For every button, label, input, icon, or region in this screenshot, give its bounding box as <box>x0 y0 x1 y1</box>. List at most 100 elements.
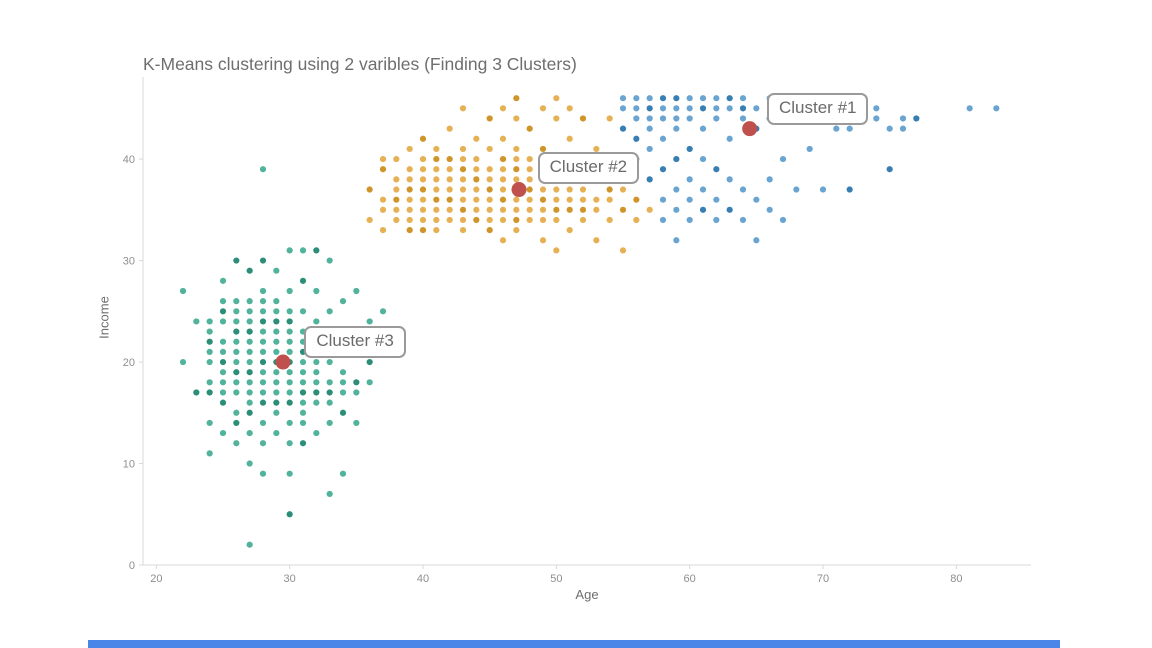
data-point <box>273 429 280 437</box>
data-point <box>486 196 493 203</box>
data-point <box>686 216 693 224</box>
data-point <box>499 216 507 224</box>
data-point <box>766 206 773 213</box>
data-point <box>299 440 307 447</box>
data-point <box>206 379 213 386</box>
data-point <box>433 145 440 153</box>
data-point <box>366 379 373 386</box>
data-point <box>219 277 227 284</box>
data-point <box>433 155 440 163</box>
data-point <box>553 186 560 193</box>
data-point <box>233 308 240 315</box>
data-point <box>486 166 493 173</box>
data-point <box>446 206 453 213</box>
data-point <box>739 186 747 193</box>
data-point <box>419 216 427 224</box>
data-point <box>379 227 387 234</box>
data-point <box>539 206 547 213</box>
data-point <box>486 186 493 193</box>
data-point <box>326 419 333 427</box>
data-point <box>339 470 347 477</box>
data-point <box>233 440 240 447</box>
data-point <box>246 541 253 548</box>
data-point <box>366 318 373 325</box>
data-point <box>593 145 600 153</box>
data-point <box>526 216 533 224</box>
data-point <box>353 419 360 427</box>
data-point <box>273 298 280 305</box>
data-point <box>326 379 333 386</box>
data-point <box>206 450 213 457</box>
data-point <box>233 328 240 335</box>
data-point <box>459 105 467 112</box>
data-point <box>259 470 267 477</box>
data-point <box>419 196 427 203</box>
data-point <box>246 399 253 406</box>
data-point <box>246 369 253 376</box>
data-point <box>393 155 400 163</box>
data-point <box>459 166 467 173</box>
data-point <box>406 206 413 213</box>
data-point <box>646 206 653 213</box>
data-point <box>646 115 653 122</box>
data-point <box>899 125 907 132</box>
data-point <box>686 115 693 122</box>
data-point <box>686 196 693 203</box>
data-point <box>273 267 280 274</box>
data-point <box>579 186 587 193</box>
data-point <box>206 348 213 355</box>
data-point <box>593 237 600 244</box>
data-point <box>833 125 840 132</box>
data-point <box>433 176 440 183</box>
data-point <box>233 338 240 345</box>
data-point <box>526 176 533 183</box>
data-point <box>233 409 240 416</box>
data-point <box>419 155 427 163</box>
data-point <box>726 105 733 112</box>
data-point <box>579 115 587 122</box>
data-point <box>246 348 253 355</box>
data-point <box>286 379 293 386</box>
data-point <box>659 166 667 173</box>
data-point <box>619 95 627 102</box>
y-tick-label: 0 <box>129 560 135 572</box>
data-point <box>566 227 573 234</box>
data-point <box>246 267 253 274</box>
data-point <box>219 379 227 386</box>
data-point <box>646 145 653 153</box>
data-point <box>473 176 480 183</box>
data-point <box>779 155 787 163</box>
y-tick-label: 20 <box>123 357 135 369</box>
data-point <box>673 125 680 132</box>
data-point <box>713 196 720 203</box>
data-point <box>193 318 200 325</box>
data-point <box>286 287 293 295</box>
data-point <box>513 216 520 224</box>
data-point <box>579 206 587 213</box>
data-point <box>513 196 520 203</box>
data-point <box>993 105 1000 112</box>
data-point <box>219 429 227 437</box>
data-point <box>286 440 293 447</box>
data-point <box>553 196 560 203</box>
data-point <box>606 196 613 203</box>
data-point <box>699 155 707 163</box>
data-point <box>339 369 347 376</box>
data-point <box>673 186 680 193</box>
data-point <box>459 206 467 213</box>
data-point <box>513 206 520 213</box>
data-point <box>633 105 640 112</box>
data-point <box>219 369 227 376</box>
data-point <box>686 145 693 153</box>
data-point <box>286 318 293 325</box>
data-point <box>299 277 307 284</box>
data-point <box>313 287 320 295</box>
data-point <box>566 196 573 203</box>
y-axis-label: Income <box>96 296 112 339</box>
chart-title: K-Means clustering using 2 varibles (Fin… <box>143 54 577 74</box>
x-tick-label: 50 <box>550 573 562 585</box>
data-point <box>526 155 533 163</box>
data-point <box>753 237 760 244</box>
data-point <box>499 155 507 163</box>
data-point <box>606 216 613 224</box>
